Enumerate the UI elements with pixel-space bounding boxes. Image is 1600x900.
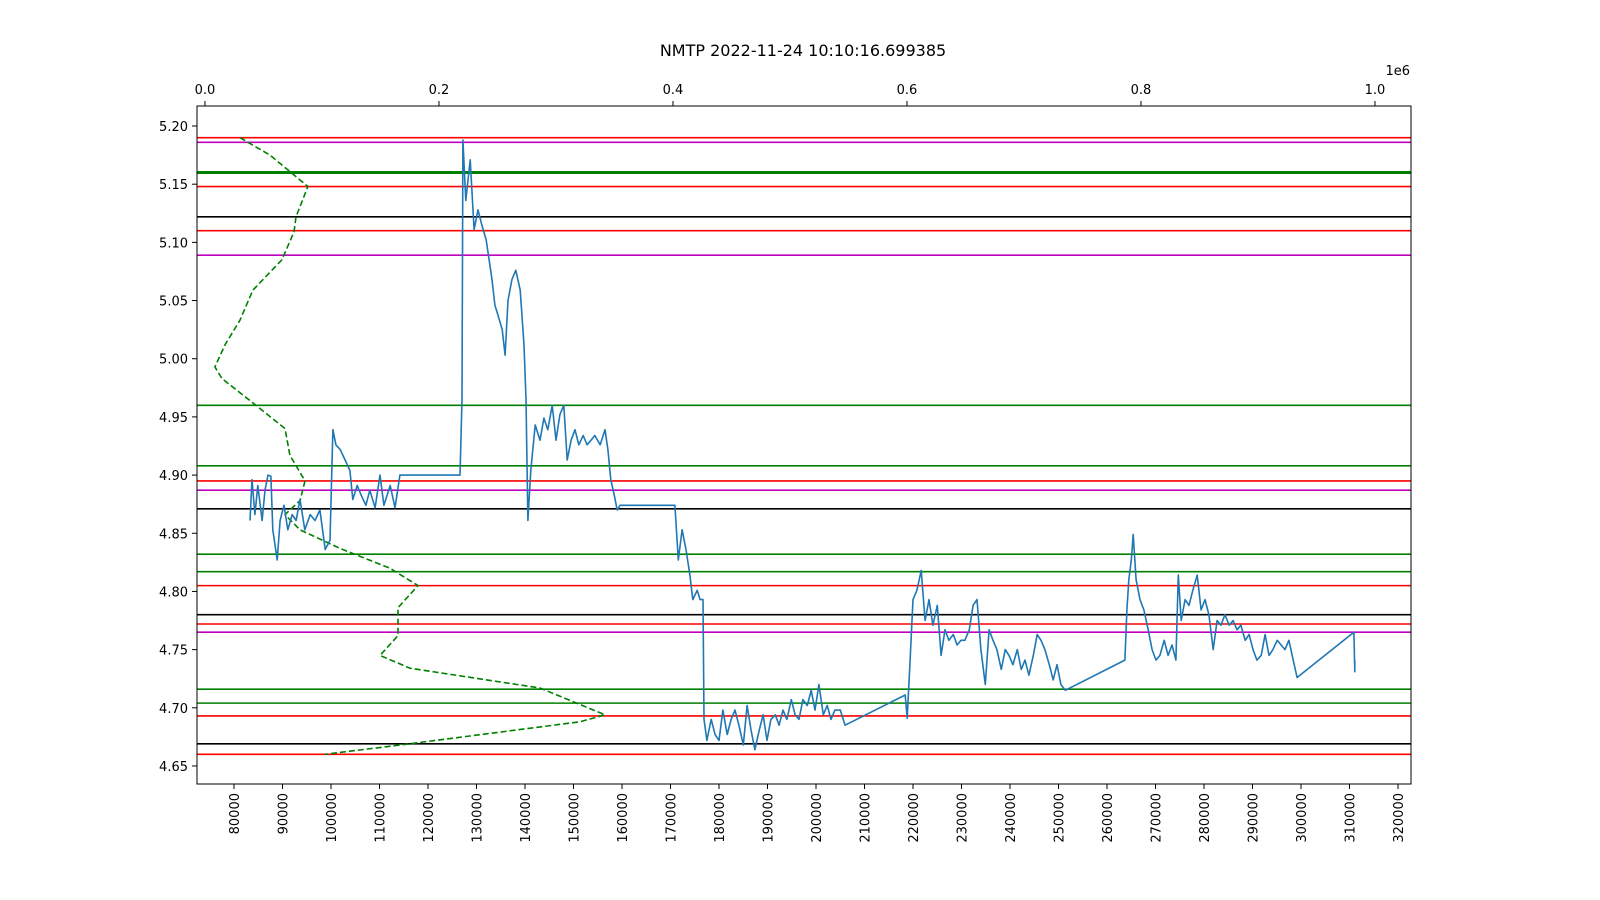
x-tick-label: 280000 [1198,793,1213,843]
x-tick-label: 320000 [1392,793,1407,843]
x-tick-label: 260000 [1101,793,1116,843]
x-tick-label: 270000 [1150,793,1165,843]
y-tick-label: 5.20 [159,120,188,135]
y-tick-label: 4.70 [159,702,188,717]
x-tick-label: 310000 [1344,793,1359,843]
x2-tick-label: 1.0 [1365,83,1386,98]
x2-tick-label: 0.4 [663,83,684,98]
x-tick-label: 290000 [1247,793,1262,843]
y-tick-label: 5.10 [159,236,188,251]
x2-tick-label: 0.0 [195,83,216,98]
x-tick-label: 180000 [713,793,728,843]
x2-offset-label: 1e6 [1385,64,1410,79]
y-tick-label: 5.00 [159,353,188,368]
x-tick-label: 230000 [956,793,971,843]
y-tick-label: 4.75 [159,644,188,659]
x-tick-label: 90000 [277,793,292,834]
y-tick-label: 4.95 [159,411,188,426]
x-tick-label: 150000 [568,793,583,843]
y-tick-label: 4.80 [159,585,188,600]
x-tick-label: 100000 [325,793,340,843]
x-tick-label: 140000 [519,793,534,843]
x2-tick-label: 0.6 [897,83,918,98]
x-tick-label: 120000 [422,793,437,843]
x-tick-label: 300000 [1295,793,1310,843]
price-line [249,139,1356,751]
chart-title: NMTP 2022-11-24 10:10:16.699385 [660,41,946,60]
x-tick-label: 170000 [665,793,680,843]
x-tick-label: 250000 [1053,793,1068,843]
y-tick-label: 5.05 [159,295,188,310]
y-tick-label: 4.65 [159,760,188,775]
x-tick-label: 210000 [859,793,874,843]
x-tick-label: 190000 [762,793,777,843]
y-tick-label: 4.90 [159,469,188,484]
y-tick-label: 4.85 [159,527,188,542]
x-tick-label: 160000 [616,793,631,843]
y-tick-label: 5.15 [159,178,188,193]
x-tick-label: 110000 [374,793,389,843]
profile-line [214,136,606,756]
x-tick-label: 220000 [907,793,922,843]
x2-tick-label: 0.8 [1131,83,1152,98]
x2-tick-label: 0.2 [429,83,450,98]
plot-frame [196,105,1412,785]
x-tick-label: 240000 [1004,793,1019,843]
x-tick-label: 130000 [471,793,486,843]
x-tick-label: 80000 [228,793,243,834]
x-tick-label: 200000 [810,793,825,843]
